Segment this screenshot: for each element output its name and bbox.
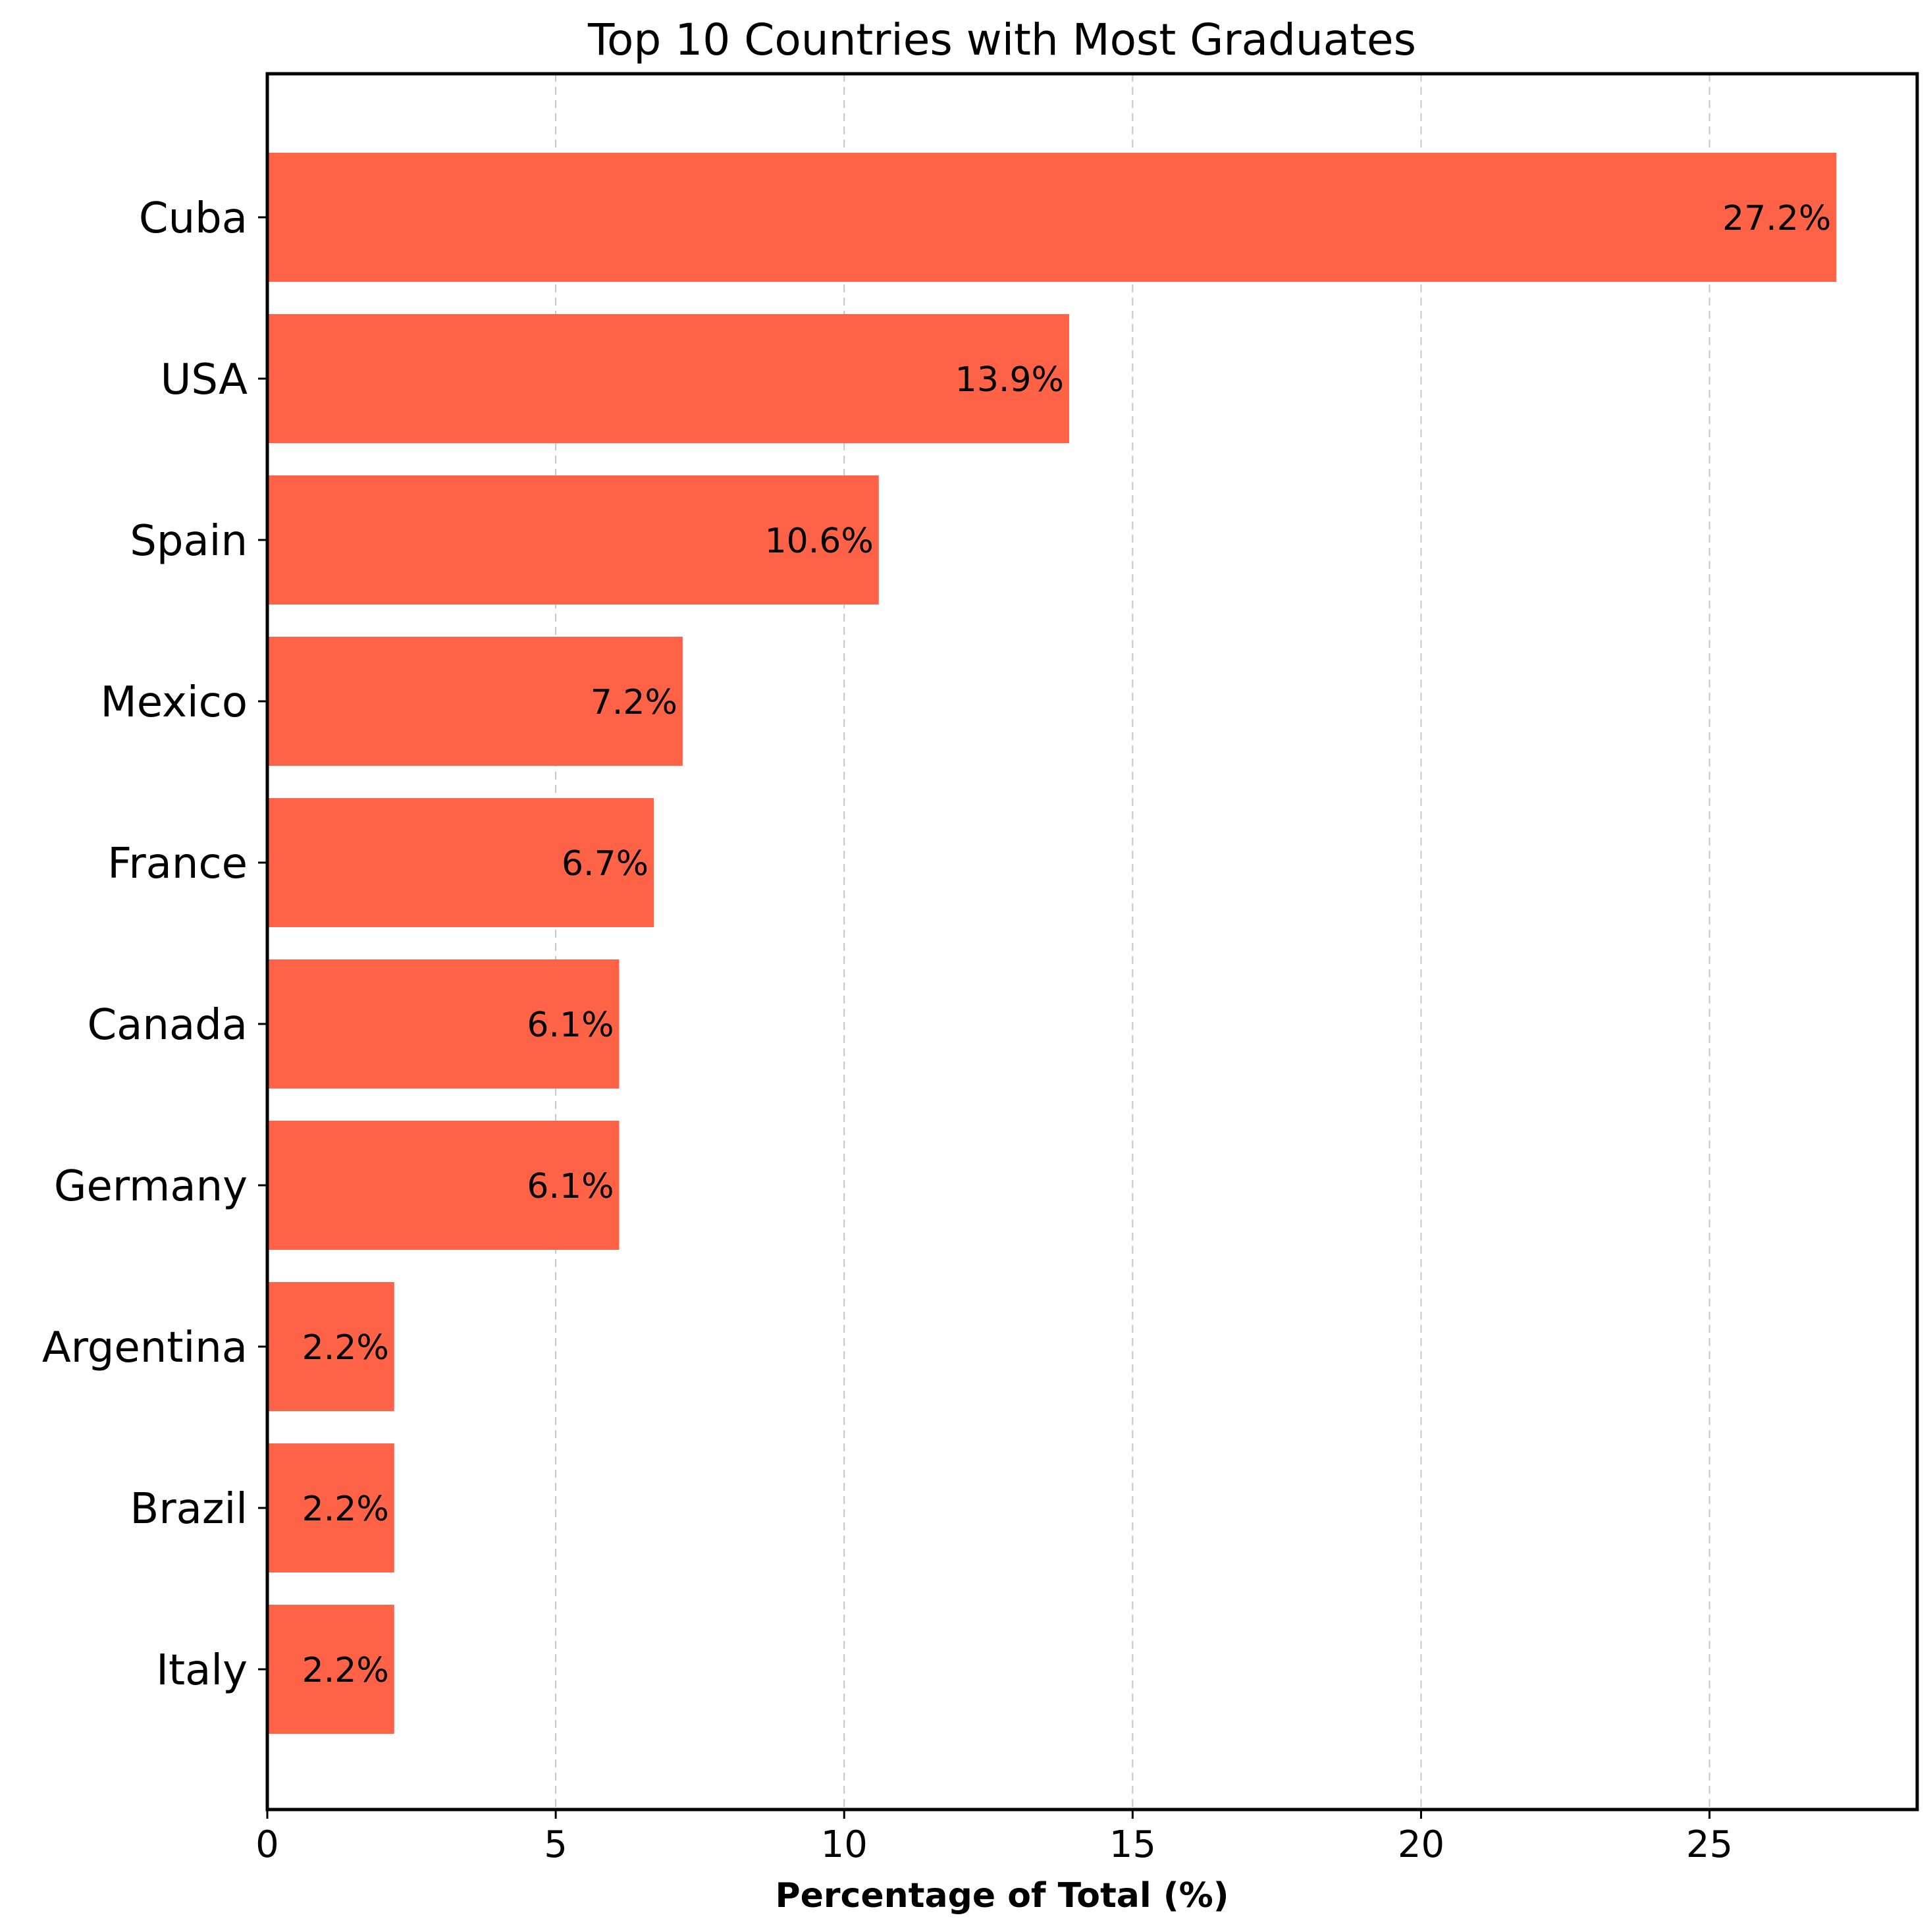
bar-usa [267, 314, 1069, 443]
bar-mexico [267, 637, 683, 766]
y-tick-label-spain: Spain [130, 517, 248, 566]
chart-title: Top 10 Countries with Most Graduates [587, 14, 1416, 65]
data-label-italy: 2.2% [302, 1651, 389, 1690]
bar-spain [267, 475, 879, 604]
bar-italy [267, 1605, 394, 1734]
x-tick-label: 10 [821, 1823, 868, 1866]
x-tick-label: 20 [1398, 1823, 1444, 1866]
data-label-france: 6.7% [562, 844, 648, 884]
data-label-spain: 10.6% [765, 522, 874, 561]
x-axis-label: Percentage of Total (%) [776, 1876, 1229, 1916]
y-tick-label-argentina: Argentina [42, 1324, 248, 1372]
x-tick-label: 25 [1686, 1823, 1733, 1866]
data-labels: 27.2% 13.9% 10.6% 7.2% 6.7% 6.1% 6.1% 2.2% 2.2% 2… [302, 199, 1832, 1690]
data-label-usa: 13.9% [955, 360, 1064, 400]
data-label-argentina: 2.2% [302, 1328, 389, 1368]
x-tick-label: 0 [255, 1823, 279, 1866]
bars [267, 153, 1837, 1734]
x-tick-label: 5 [544, 1823, 568, 1866]
data-label-cuba: 27.2% [1722, 199, 1831, 238]
data-label-mexico: 7.2% [591, 683, 677, 722]
bar-france [267, 798, 654, 927]
plot-frame [265, 72, 1919, 1811]
y-tick-label-france: France [107, 840, 248, 888]
y-tick-label-usa: USA [161, 356, 248, 404]
bar-germany [267, 1121, 620, 1250]
y-axis: Cuba USA Spain Mexico France Canada Germany Arg… [42, 194, 267, 1695]
y-tick-label-italy: Italy [156, 1646, 248, 1695]
bar-argentina [267, 1282, 394, 1411]
y-tick-label-cuba: Cuba [139, 194, 248, 243]
y-tick-label-mexico: Mexico [101, 678, 248, 727]
y-tick-label-brazil: Brazil [130, 1485, 248, 1534]
bar-canada [267, 959, 620, 1088]
x-tick-label: 15 [1109, 1823, 1156, 1866]
data-label-brazil: 2.2% [302, 1489, 389, 1529]
bar-cuba [267, 153, 1837, 282]
bar-brazil [267, 1443, 394, 1572]
data-label-canada: 6.1% [527, 1006, 614, 1045]
x-axis: 0 5 10 15 20 25 [255, 1810, 1733, 1866]
y-tick-label-germany: Germany [54, 1162, 248, 1211]
data-label-germany: 6.1% [527, 1167, 614, 1206]
y-tick-label-canada: Canada [87, 1001, 248, 1050]
